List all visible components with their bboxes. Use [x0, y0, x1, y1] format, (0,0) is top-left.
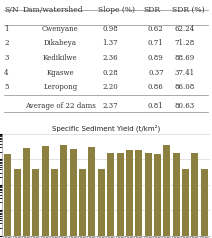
Title: Specific Sediment Yield (t/km²): Specific Sediment Yield (t/km²): [52, 125, 160, 132]
Bar: [107, 153, 114, 238]
Text: 86.08: 86.08: [175, 83, 195, 91]
Text: 71.28: 71.28: [175, 39, 195, 47]
Text: Leropong: Leropong: [43, 83, 77, 91]
Text: Average of 22 dams: Average of 22 dams: [25, 102, 96, 110]
Bar: [14, 169, 21, 238]
Bar: [60, 145, 67, 238]
Text: Cwenyane: Cwenyane: [42, 25, 79, 33]
Bar: [191, 153, 198, 238]
Bar: [145, 153, 152, 238]
Text: 37.41: 37.41: [175, 69, 195, 76]
Text: 0.62: 0.62: [148, 25, 164, 33]
Bar: [70, 149, 77, 238]
Bar: [98, 169, 105, 238]
Bar: [135, 149, 142, 238]
Text: 0.98: 0.98: [102, 25, 118, 33]
Bar: [51, 169, 58, 238]
Bar: [79, 169, 86, 238]
Bar: [163, 145, 170, 238]
Text: 0.89: 0.89: [148, 54, 164, 62]
Text: Dam/watershed: Dam/watershed: [23, 6, 84, 14]
Bar: [88, 147, 95, 238]
Bar: [23, 148, 30, 238]
Text: 5: 5: [4, 83, 9, 91]
Bar: [154, 154, 161, 238]
Text: 62.24: 62.24: [175, 25, 195, 33]
Bar: [42, 146, 49, 238]
Text: 0.71: 0.71: [148, 39, 164, 47]
Text: 88.69: 88.69: [175, 54, 195, 62]
Text: Dikabeya: Dikabeya: [44, 39, 77, 47]
Text: 80.63: 80.63: [175, 102, 195, 110]
Text: 3: 3: [4, 54, 8, 62]
Bar: [117, 153, 124, 238]
Text: Kedikilwe: Kedikilwe: [43, 54, 78, 62]
Text: 0.81: 0.81: [148, 102, 164, 110]
Text: 2: 2: [4, 39, 9, 47]
Text: 0.86: 0.86: [148, 83, 164, 91]
Text: 2.37: 2.37: [102, 102, 118, 110]
Text: 2.36: 2.36: [102, 54, 118, 62]
Text: 4: 4: [4, 69, 9, 76]
Text: SDR (%): SDR (%): [173, 6, 205, 14]
Bar: [182, 169, 189, 238]
Text: 1.37: 1.37: [102, 39, 118, 47]
Text: 2.20: 2.20: [102, 83, 118, 91]
Bar: [201, 169, 208, 238]
Text: SDR: SDR: [143, 6, 160, 14]
Text: Slope (%): Slope (%): [98, 6, 135, 14]
Text: 1: 1: [4, 25, 9, 33]
Text: Kgaswe: Kgaswe: [46, 69, 74, 76]
Bar: [32, 169, 39, 238]
Text: S/N: S/N: [4, 6, 19, 14]
Bar: [126, 150, 133, 238]
Text: 0.28: 0.28: [102, 69, 118, 76]
Bar: [4, 154, 11, 238]
Bar: [173, 153, 180, 238]
Text: 0.37: 0.37: [148, 69, 164, 76]
